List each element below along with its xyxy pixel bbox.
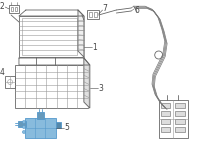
- Bar: [11, 7, 13, 11]
- Ellipse shape: [22, 131, 25, 133]
- Bar: [161, 119, 170, 124]
- Bar: [161, 127, 170, 132]
- Bar: [5, 76, 15, 88]
- Text: 6: 6: [135, 5, 139, 15]
- Bar: [175, 119, 185, 124]
- Bar: [161, 103, 170, 108]
- Text: 2: 2: [0, 1, 5, 10]
- Bar: [18, 121, 26, 127]
- Text: 3: 3: [98, 83, 103, 92]
- Bar: [56, 122, 61, 128]
- Ellipse shape: [22, 126, 25, 128]
- Bar: [19, 16, 84, 57]
- Bar: [15, 65, 88, 108]
- Text: 1: 1: [92, 42, 97, 51]
- Bar: [9, 5, 19, 13]
- Polygon shape: [78, 10, 84, 57]
- Bar: [87, 10, 99, 19]
- Bar: [25, 118, 56, 138]
- Bar: [89, 12, 92, 17]
- Text: 5: 5: [65, 123, 70, 132]
- Bar: [22, 18, 77, 55]
- Bar: [175, 111, 185, 116]
- Text: 7: 7: [102, 4, 107, 12]
- Bar: [94, 12, 97, 17]
- Bar: [159, 100, 188, 138]
- Bar: [15, 7, 17, 11]
- Polygon shape: [84, 58, 90, 108]
- Bar: [175, 103, 185, 108]
- Text: 4: 4: [0, 67, 5, 76]
- Bar: [161, 111, 170, 116]
- Bar: [37, 112, 44, 119]
- Bar: [175, 127, 185, 132]
- Ellipse shape: [22, 121, 25, 123]
